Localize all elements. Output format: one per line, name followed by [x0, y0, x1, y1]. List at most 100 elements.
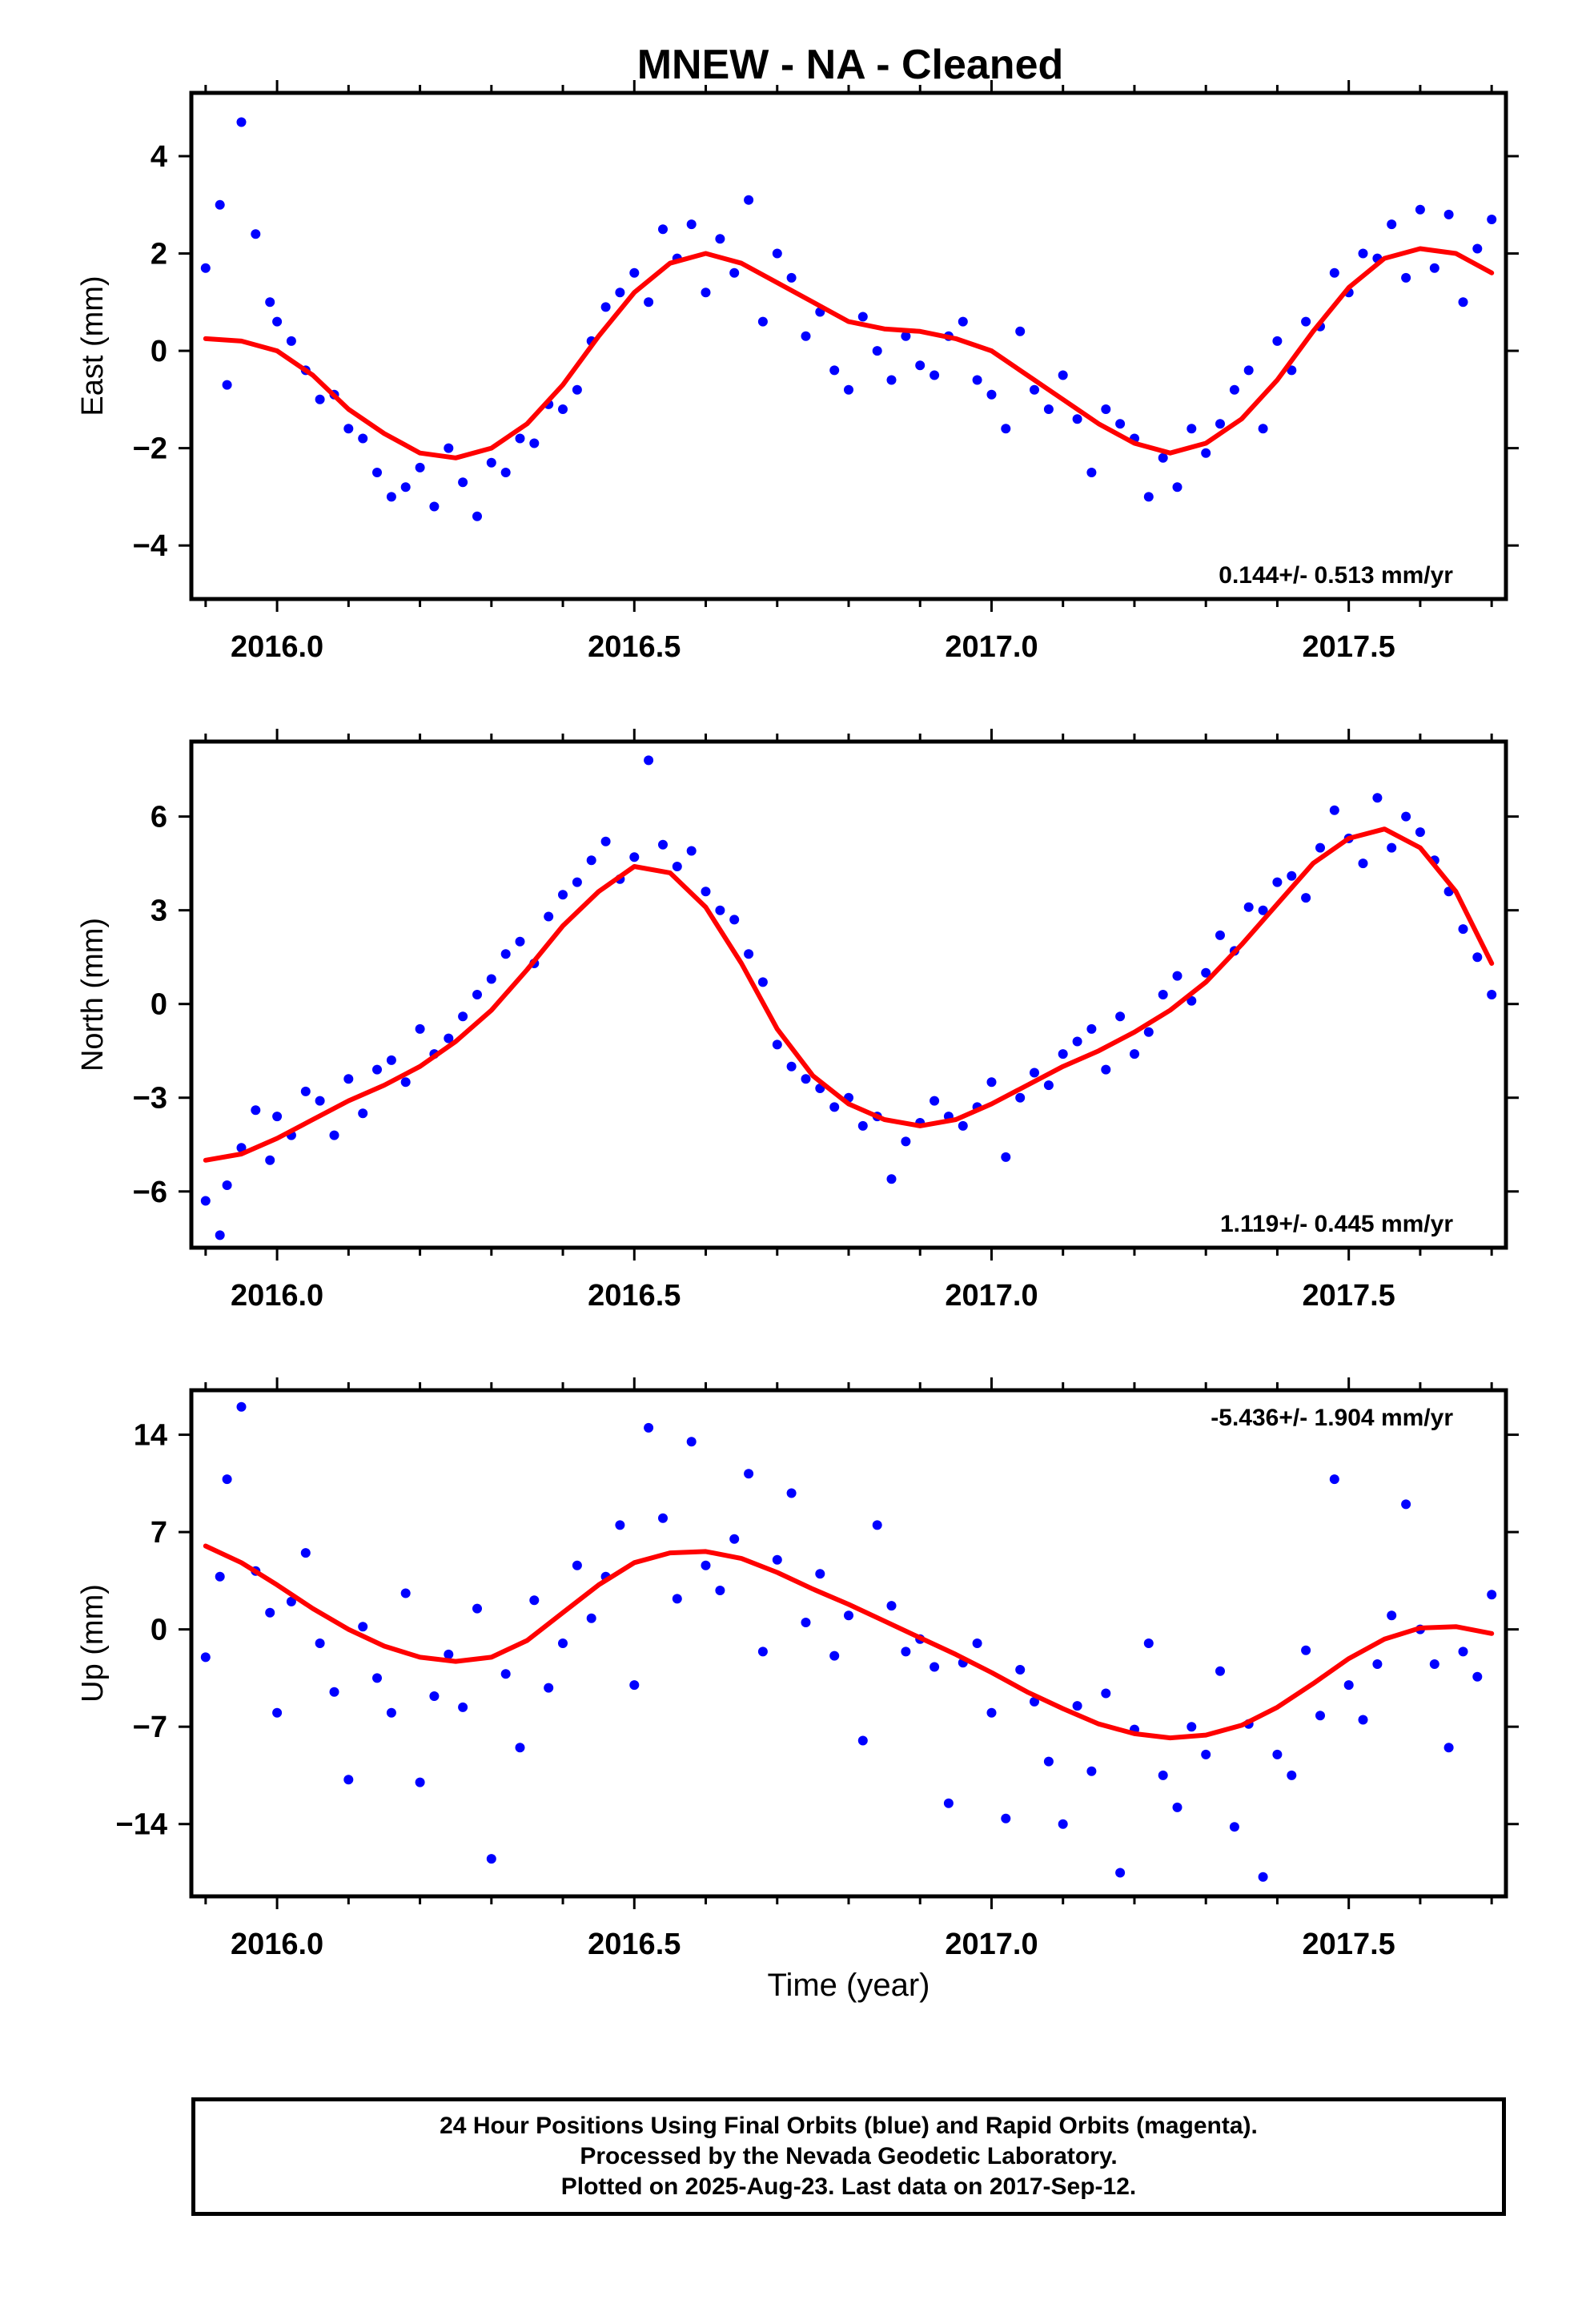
up-data-point	[1072, 1701, 1082, 1711]
up-data-point	[1487, 1590, 1497, 1600]
east-data-point	[1258, 424, 1268, 434]
north-data-point	[1158, 990, 1168, 999]
north-data-point	[1043, 1080, 1054, 1091]
up-data-point	[386, 1707, 396, 1718]
up-data-point	[1101, 1688, 1111, 1699]
north-data-point	[930, 1096, 940, 1106]
east-data-point	[251, 229, 261, 239]
footer-line: 24 Hour Positions Using Final Orbits (bl…	[440, 2113, 1258, 2139]
north-data-point	[658, 839, 668, 850]
north-data-point	[236, 1143, 247, 1153]
up-data-point	[1001, 1813, 1011, 1823]
east-data-point	[1172, 482, 1182, 493]
up-model-curve	[203, 1543, 1495, 1741]
east-data-point	[272, 316, 283, 327]
up-data-point	[200, 1652, 211, 1663]
north-data-point	[1143, 1027, 1154, 1037]
up-data-point	[415, 1777, 425, 1787]
east-data-point	[629, 267, 640, 278]
east-data-point	[343, 424, 354, 434]
east-data-point	[1215, 419, 1225, 429]
up-data-point	[329, 1687, 339, 1697]
up-plot-frame	[189, 1388, 1508, 1899]
east-data-point	[1358, 248, 1368, 259]
up-data-point	[744, 1469, 754, 1479]
y-tick-label: 0	[151, 335, 167, 368]
north-data-point	[1201, 967, 1211, 978]
east-data-point	[572, 384, 582, 395]
east-data-point	[1043, 404, 1054, 414]
east-data-point	[400, 482, 411, 493]
up-data-point	[857, 1735, 868, 1746]
east-data-point	[1158, 452, 1168, 463]
y-tick-label: −7	[133, 1711, 167, 1744]
panel-north: 2016.0 2016.5 2017.0 2017.5 −6 −3 0 3 6 North (mm…	[76, 729, 1519, 1313]
east-data-point	[1086, 468, 1097, 477]
up-data-point	[1301, 1645, 1311, 1655]
north-data-point	[1001, 1152, 1011, 1162]
north-data-point	[515, 936, 525, 947]
up-data-point	[1458, 1647, 1468, 1657]
x-tick-label: 2017.0	[945, 630, 1038, 664]
east-data-point	[1243, 365, 1254, 376]
east-data-point	[558, 404, 568, 414]
up-data-point	[757, 1647, 768, 1657]
up-data-point	[265, 1607, 275, 1618]
up-data-point	[801, 1618, 811, 1627]
up-data-point	[444, 1649, 454, 1659]
east-data-point	[958, 316, 968, 327]
north-data-point	[672, 862, 682, 871]
north-data-point	[1172, 971, 1182, 981]
y-tick-label: 3	[151, 895, 167, 928]
up-data-point	[315, 1638, 325, 1648]
north-data-point	[1115, 1011, 1126, 1022]
north-data-point	[315, 1096, 325, 1106]
up-data-point	[1201, 1749, 1211, 1759]
up-data-point	[1215, 1666, 1225, 1676]
up-data-point	[1343, 1680, 1354, 1691]
up-data-point	[1172, 1802, 1182, 1812]
up-data-point	[930, 1662, 940, 1672]
up-data-point	[1030, 1696, 1039, 1707]
east-data-point	[1443, 209, 1454, 219]
east-data-point	[786, 272, 797, 283]
east-data-point	[701, 287, 711, 298]
north-data-point	[772, 1039, 782, 1050]
up-data-point	[1229, 1822, 1239, 1832]
up-data-point	[1086, 1766, 1097, 1776]
north-data-point	[343, 1074, 354, 1084]
north-data-point	[1030, 1068, 1039, 1078]
north-data-point	[757, 977, 768, 987]
up-data-point	[1115, 1868, 1126, 1878]
north-data-point	[1329, 805, 1339, 815]
up-data-point	[429, 1691, 440, 1701]
panel-up: 2016.0 2016.5 2017.0 2017.5 −14 −7 0 7 14 Up (mm)…	[76, 1377, 1519, 1961]
north-data-point	[886, 1174, 897, 1184]
up-data-point	[1186, 1722, 1197, 1732]
east-data-point	[600, 302, 611, 312]
north-data-point	[801, 1074, 811, 1084]
east-data-point	[801, 331, 811, 341]
east-data-point	[1001, 424, 1011, 434]
east-data-point	[222, 380, 232, 390]
velocity-annotation: -5.436+/- 1.904 mm/yr	[1211, 1405, 1453, 1431]
east-data-point	[372, 468, 382, 477]
up-data-point	[1287, 1770, 1297, 1780]
footer-line: Processed by the Nevada Geodetic Laborat…	[580, 2143, 1118, 2169]
y-tick-label: 4	[151, 140, 167, 174]
north-data-point	[1072, 1036, 1082, 1047]
north-data-point	[444, 1033, 454, 1043]
east-data-point	[200, 263, 211, 273]
east-data-point	[1472, 243, 1483, 254]
north-data-point	[644, 755, 654, 766]
north-data-point	[486, 974, 496, 984]
north-data-point	[300, 1086, 311, 1096]
east-data-point	[1072, 414, 1082, 424]
north-data-point	[558, 890, 568, 900]
east-data-point	[315, 394, 325, 404]
north-data-point	[1287, 870, 1297, 881]
up-data-point	[829, 1651, 840, 1661]
north-data-point	[686, 846, 697, 856]
up-data-point	[236, 1401, 247, 1412]
